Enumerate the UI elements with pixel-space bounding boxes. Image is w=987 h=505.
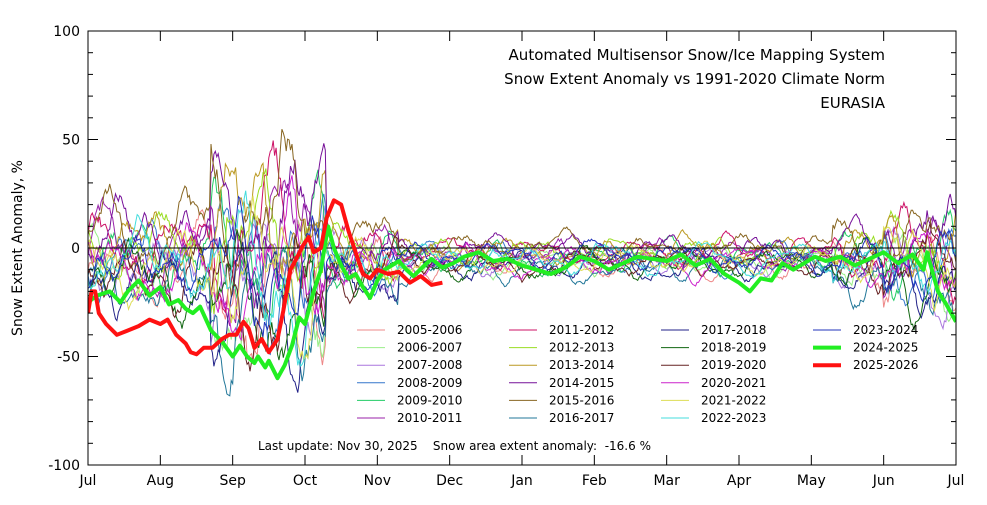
x-tick-label: Jul	[947, 473, 965, 489]
legend-label: 2006-2007	[397, 341, 462, 355]
y-axis-label: Snow Extent Anomaly, %	[10, 160, 26, 336]
y-axis: 100 50 0 -50 -100	[48, 24, 956, 474]
legend-label: 2010-2011	[397, 411, 462, 425]
x-tick-label: Aug	[147, 473, 174, 489]
y-tick-label: 50	[62, 133, 80, 149]
series-line-2017-2018	[88, 241, 956, 393]
x-tick-label: Jun	[872, 473, 895, 489]
chart-title-line-2: Snow Extent Anomaly vs 1991-2020 Climate…	[504, 70, 885, 88]
legend-label: 2013-2014	[549, 358, 614, 372]
legend-label: 2024-2025	[853, 341, 918, 355]
y-tick-label: 0	[71, 241, 80, 257]
legend-label: 2019-2020	[701, 358, 766, 372]
legend-label: 2021-2022	[701, 393, 766, 407]
x-tick-label: Dec	[436, 473, 463, 489]
x-tick-label: Jul	[79, 473, 97, 489]
x-tick-label: Sep	[219, 473, 246, 489]
legend-label: 2020-2021	[701, 376, 766, 390]
series-line-2024-2025	[88, 224, 956, 381]
x-tick-label: Mar	[653, 473, 680, 489]
series-line-2022-2023	[88, 190, 956, 368]
series-line-2018-2019	[88, 229, 956, 361]
legend: 2005-2006 2006-2007 2007-2008 2008-2009 2009…	[357, 323, 918, 425]
footer-last-update: Last update: Nov 30, 2025 Snow area exte…	[258, 439, 651, 453]
x-tick-label: May	[797, 473, 826, 489]
legend-label: 2009-2010	[397, 393, 462, 407]
legend-label: 2023-2024	[853, 323, 918, 337]
chart-title-line-3: EURASIA	[820, 94, 885, 112]
series-line-2025-2026	[88, 198, 443, 357]
background-series-lines	[88, 129, 956, 397]
legend-label: 2008-2009	[397, 376, 462, 390]
x-tick-label: Feb	[582, 473, 607, 489]
legend-label: 2018-2019	[701, 341, 766, 355]
x-tick-label: Nov	[364, 473, 391, 489]
x-tick-label: Apr	[727, 473, 751, 489]
legend-label: 2017-2018	[701, 323, 766, 337]
legend-label: 2012-2013	[549, 341, 614, 355]
x-tick-label: Jan	[510, 473, 533, 489]
legend-label: 2022-2023	[701, 411, 766, 425]
x-tick-label: Oct	[293, 473, 318, 489]
legend-label: 2025-2026	[853, 358, 918, 372]
series-line-2015-2016	[88, 129, 956, 297]
series-line-2019-2020	[88, 223, 956, 372]
y-tick-label: 100	[53, 24, 80, 40]
chart-title-line-1: Automated Multisensor Snow/Ice Mapping S…	[509, 46, 885, 64]
highlight-series-lines	[88, 198, 956, 381]
legend-label: 2014-2015	[549, 376, 614, 390]
legend-label: 2015-2016	[549, 393, 614, 407]
legend-label: 2011-2012	[549, 323, 614, 337]
y-tick-label: -100	[48, 458, 80, 474]
legend-label: 2005-2006	[397, 323, 462, 337]
series-line-2012-2013	[88, 168, 956, 315]
legend-label: 2016-2017	[549, 411, 614, 425]
y-tick-label: -50	[57, 350, 80, 366]
legend-label: 2007-2008	[397, 358, 462, 372]
x-axis: Jul Aug Sep Oct Nov Dec Jan Feb Mar Apr May Jun Jul	[79, 31, 965, 489]
